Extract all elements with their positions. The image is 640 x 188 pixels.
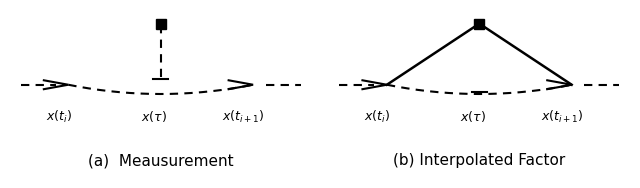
Text: (b) Interpolated Factor: (b) Interpolated Factor (393, 153, 565, 168)
Text: $x(t_{i+1})$: $x(t_{i+1})$ (541, 109, 583, 125)
Text: $x(t_{i+1})$: $x(t_{i+1})$ (222, 109, 265, 125)
Text: $x(\tau)$: $x(\tau)$ (460, 109, 486, 124)
Text: $x(t_i)$: $x(t_i)$ (364, 109, 390, 125)
Text: $x(\tau)$: $x(\tau)$ (141, 109, 167, 124)
Text: (a)  Meausurement: (a) Meausurement (88, 153, 234, 168)
Text: $x(t_i)$: $x(t_i)$ (45, 109, 72, 125)
